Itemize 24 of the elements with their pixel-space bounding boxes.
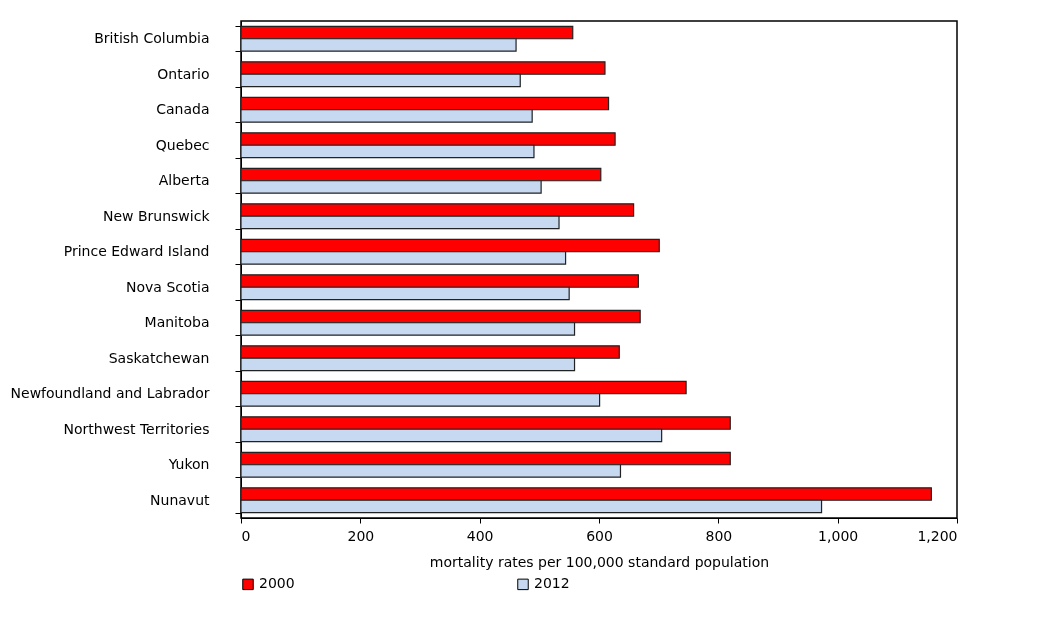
x-tick-label: 800 <box>705 527 733 544</box>
legend-label: 2000 <box>259 575 295 592</box>
y-tick-label: Canada <box>156 101 210 118</box>
y-tick-label: Quebec <box>155 136 210 153</box>
y-tick-label: Prince Edward Island <box>63 243 210 260</box>
y-tick-label: British Columbia <box>94 30 210 47</box>
y-tick-label: Northwest Territories <box>63 420 210 437</box>
y-tick-label: Manitoba <box>144 314 210 331</box>
y-tick-label: Alberta <box>158 172 210 189</box>
x-tick-label: 200 <box>347 527 375 544</box>
x-tick-label: 1,000 <box>818 527 859 544</box>
y-tick-label: Nunavut <box>150 491 210 508</box>
legend-label: 2012 <box>534 575 570 592</box>
y-tick-label: Ontario <box>157 65 210 82</box>
x-tick-label: 1,200 <box>917 527 958 544</box>
x-tick-label: 400 <box>466 527 494 544</box>
y-tick-label: Saskatchewan <box>108 349 210 366</box>
y-tick-label: Yukon <box>167 456 210 473</box>
x-tick-label: 600 <box>586 527 613 544</box>
y-tick-label: New Brunswick <box>102 207 211 224</box>
x-axis-title: mortality rates per 100,000 standard population <box>429 553 770 570</box>
y-tick-label: Nova Scotia <box>126 278 210 295</box>
y-tick-label: Newfoundland and Labrador <box>10 385 210 402</box>
x-tick-label: 0 <box>241 527 251 544</box>
